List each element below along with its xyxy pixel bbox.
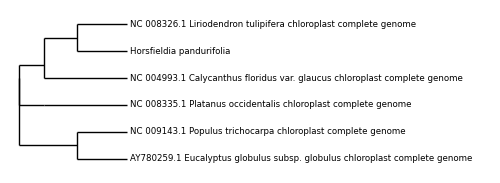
Text: NC 004993.1 Calycanthus floridus var. glaucus chloroplast complete genome: NC 004993.1 Calycanthus floridus var. gl… bbox=[130, 74, 463, 83]
Text: NC 008335.1 Platanus occidentalis chloroplast complete genome: NC 008335.1 Platanus occidentalis chloro… bbox=[130, 100, 412, 109]
Text: AY780259.1 Eucalyptus globulus subsp. globulus chloroplast complete genome: AY780259.1 Eucalyptus globulus subsp. gl… bbox=[130, 154, 472, 163]
Text: NC 008326.1 Liriodendron tulipifera chloroplast complete genome: NC 008326.1 Liriodendron tulipifera chlo… bbox=[130, 20, 416, 29]
Text: Horsfieldia pandurifolia: Horsfieldia pandurifolia bbox=[130, 47, 230, 56]
Text: NC 009143.1 Populus trichocarpa chloroplast complete genome: NC 009143.1 Populus trichocarpa chloropl… bbox=[130, 127, 406, 136]
